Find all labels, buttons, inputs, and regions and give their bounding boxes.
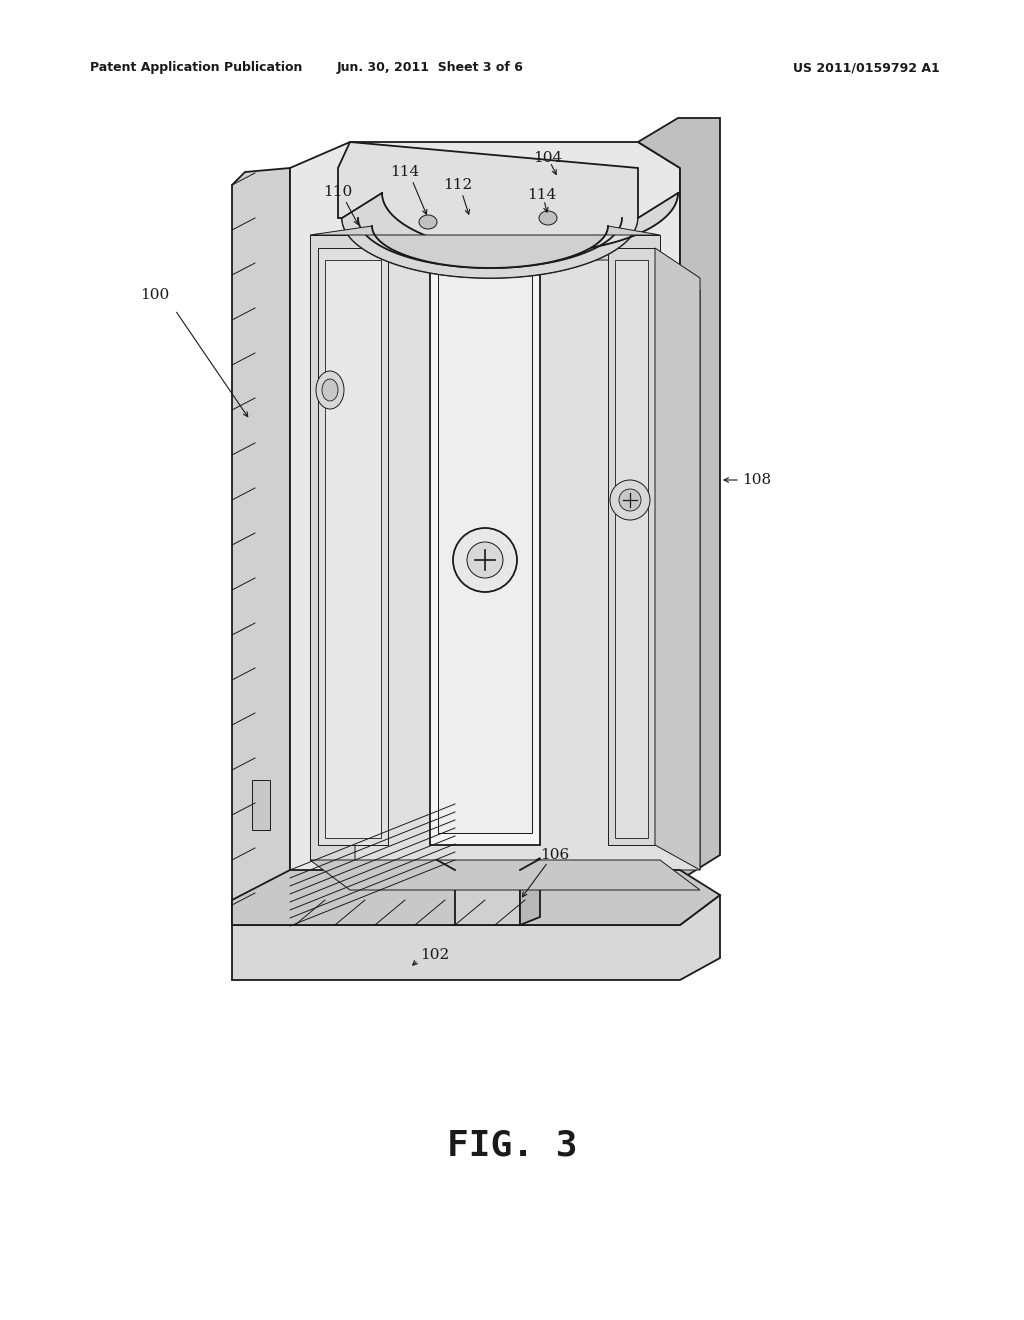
Polygon shape — [325, 260, 381, 838]
Ellipse shape — [316, 371, 344, 409]
Text: 100: 100 — [140, 288, 170, 302]
Polygon shape — [655, 248, 700, 870]
Text: 102: 102 — [420, 948, 450, 962]
Polygon shape — [438, 260, 532, 833]
Polygon shape — [355, 260, 700, 870]
Text: 112: 112 — [443, 178, 473, 191]
Circle shape — [618, 488, 641, 511]
Polygon shape — [232, 895, 720, 979]
Ellipse shape — [322, 379, 338, 401]
Polygon shape — [608, 248, 655, 845]
Polygon shape — [232, 168, 290, 925]
Text: 104: 104 — [534, 150, 562, 165]
Text: 114: 114 — [527, 187, 557, 202]
Text: US 2011/0159792 A1: US 2011/0159792 A1 — [794, 62, 940, 74]
Polygon shape — [232, 870, 720, 925]
Text: 108: 108 — [742, 473, 771, 487]
Polygon shape — [310, 226, 660, 268]
Polygon shape — [342, 193, 678, 279]
Polygon shape — [252, 780, 270, 830]
Text: 106: 106 — [540, 847, 569, 862]
Circle shape — [467, 543, 503, 578]
Text: 114: 114 — [390, 165, 420, 180]
Text: Jun. 30, 2011  Sheet 3 of 6: Jun. 30, 2011 Sheet 3 of 6 — [337, 62, 523, 74]
Polygon shape — [638, 117, 720, 880]
Ellipse shape — [419, 215, 437, 228]
Circle shape — [610, 480, 650, 520]
Polygon shape — [310, 235, 660, 861]
Text: 110: 110 — [324, 185, 352, 199]
Circle shape — [453, 528, 517, 591]
Text: Patent Application Publication: Patent Application Publication — [90, 62, 302, 74]
Polygon shape — [310, 861, 700, 890]
Polygon shape — [318, 248, 388, 845]
Polygon shape — [338, 143, 638, 279]
Polygon shape — [290, 143, 680, 880]
Polygon shape — [455, 870, 520, 925]
Ellipse shape — [539, 211, 557, 224]
Polygon shape — [430, 248, 540, 845]
Polygon shape — [520, 858, 540, 925]
Text: FIG. 3: FIG. 3 — [446, 1129, 578, 1162]
Polygon shape — [615, 260, 648, 838]
